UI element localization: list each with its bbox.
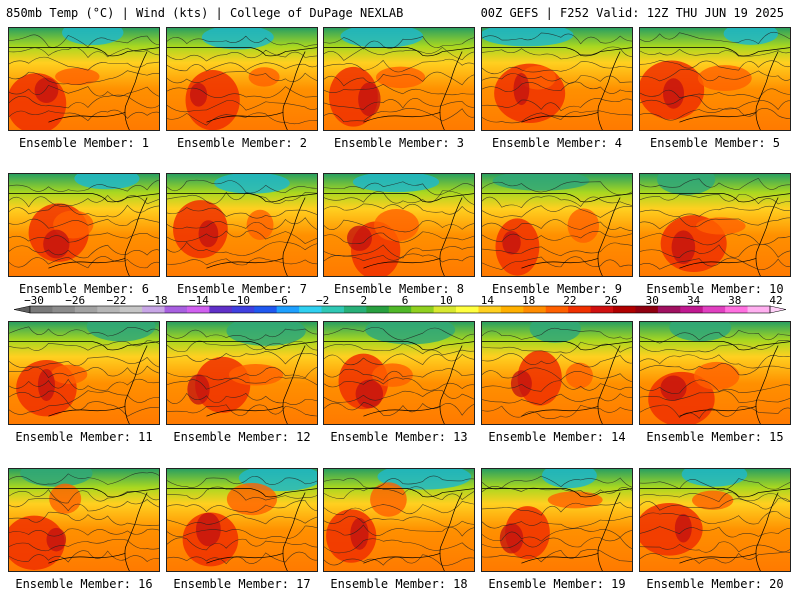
colorbar-tick-label: −18 — [148, 296, 168, 307]
ensemble-member-map — [639, 173, 791, 277]
colorbar-swatch — [568, 306, 591, 313]
colorbar-swatch — [164, 306, 188, 313]
ensemble-member-label: Ensemble Member: 6 — [18, 282, 150, 296]
colorbar-right-arrow — [769, 305, 787, 314]
colorbar-swatch — [680, 306, 704, 313]
colorbar-swatch — [299, 306, 322, 313]
ensemble-member-map — [166, 173, 318, 277]
ensemble-member-label: Ensemble Member: 17 — [173, 577, 311, 591]
colorbar-tick-label: 6 — [402, 296, 409, 307]
colorbar-tick-label: 38 — [728, 296, 741, 307]
ensemble-member-map — [639, 27, 791, 131]
ensemble-member-label: Ensemble Member: 2 — [176, 136, 308, 150]
ensemble-member-map — [639, 468, 791, 572]
colorbar-tick-label: −14 — [189, 296, 209, 307]
colorbar-swatch — [702, 306, 726, 313]
ensemble-member-map — [323, 321, 475, 425]
ensemble-member-label: Ensemble Member: 14 — [488, 430, 626, 444]
ensemble-member-map — [166, 27, 318, 131]
colorbar-left-arrow — [13, 305, 31, 314]
ensemble-member-label: Ensemble Member: 19 — [488, 577, 626, 591]
colorbar-swatch — [725, 306, 748, 313]
colorbar-swatch — [411, 306, 435, 313]
ensemble-member-map — [323, 27, 475, 131]
page-title: 850mb Temp (°C) | Wind (kts) | College o… — [6, 6, 404, 20]
colorbar-swatch — [343, 306, 367, 313]
colorbar-tick-label: 26 — [604, 296, 617, 307]
ensemble-member-label: Ensemble Member: 8 — [333, 282, 465, 296]
colorbar-tick-label: 18 — [522, 296, 535, 307]
ensemble-member-map — [8, 468, 160, 572]
colorbar-swatch — [478, 306, 502, 313]
ensemble-member-label: Ensemble Member: 5 — [649, 136, 781, 150]
ensemble-member-label: Ensemble Member: 4 — [491, 136, 623, 150]
colorbar-swatch — [254, 306, 278, 313]
colorbar-swatch — [231, 306, 255, 313]
colorbar-swatch — [388, 306, 412, 313]
ensemble-member-label: Ensemble Member: 7 — [176, 282, 308, 296]
ensemble-member-label: Ensemble Member: 15 — [646, 430, 784, 444]
colorbar-tick-label: −10 — [230, 296, 250, 307]
ensemble-member-label: Ensemble Member: 20 — [646, 577, 784, 591]
colorbar-swatch — [52, 306, 76, 313]
colorbar-tick-label: −26 — [65, 296, 85, 307]
colorbar-tick-label: 34 — [687, 296, 701, 307]
colorbar-tick-label: 2 — [360, 296, 367, 307]
colorbar-swatch — [97, 306, 121, 313]
colorbar-swatch — [613, 306, 636, 313]
ensemble-member-map — [8, 173, 160, 277]
colorbar-tick-label: 30 — [646, 296, 659, 307]
colorbar-swatch — [30, 306, 53, 313]
colorbar-swatch — [657, 306, 681, 313]
ensemble-member-map — [639, 321, 791, 425]
ensemble-member-label: Ensemble Member: 18 — [330, 577, 468, 591]
colorbar-tick-label: −2 — [316, 296, 329, 307]
colorbar-swatch — [500, 306, 524, 313]
colorbar-tick-label: −30 — [24, 296, 44, 307]
ensemble-member-map — [323, 173, 475, 277]
colorbar-swatch — [186, 306, 210, 313]
ensemble-member-label: Ensemble Member: 13 — [330, 430, 468, 444]
colorbar-swatch — [119, 306, 143, 313]
ensemble-member-map — [8, 27, 160, 131]
colorbar-tick-label: 42 — [769, 296, 782, 307]
colorbar-swatch — [321, 306, 345, 313]
ensemble-member-map — [481, 173, 633, 277]
colorbar-tick-label: 22 — [563, 296, 576, 307]
ensemble-member-map — [481, 27, 633, 131]
colorbar-tick-label: 10 — [440, 296, 453, 307]
temperature-colorbar: −30 −26 −22 −18 −14 −10 −6 −2 2 6 10 14 18 22 26 30 34 38… — [13, 296, 787, 314]
colorbar-swatch — [523, 306, 547, 313]
ensemble-member-label: Ensemble Member: 10 — [646, 282, 784, 296]
ensemble-member-map — [481, 468, 633, 572]
ensemble-member-label: Ensemble Member: 16 — [15, 577, 153, 591]
valid-time: 00Z GEFS | F252 Valid: 12Z THU JUN 19 20… — [480, 6, 784, 20]
header: 850mb Temp (°C) | Wind (kts) | College o… — [0, 0, 800, 22]
ensemble-member-label: Ensemble Member: 1 — [18, 136, 150, 150]
colorbar-swatch — [456, 306, 479, 313]
ensemble-member-map — [8, 321, 160, 425]
colorbar-swatch — [545, 306, 569, 313]
colorbar-swatch — [433, 306, 457, 313]
ensemble-member-label: Ensemble Member: 9 — [491, 282, 623, 296]
colorbar-swatch — [747, 306, 771, 313]
ensemble-member-label: Ensemble Member: 3 — [333, 136, 465, 150]
colorbar-swatch — [366, 306, 390, 313]
colorbar-tick-label: 14 — [481, 296, 495, 307]
colorbar-tick-label: −22 — [106, 296, 126, 307]
colorbar-swatch — [276, 306, 300, 313]
colorbar-swatch — [74, 306, 98, 313]
ensemble-member-map — [166, 468, 318, 572]
ensemble-member-map — [166, 321, 318, 425]
colorbar-swatch — [142, 306, 165, 313]
colorbar-swatch — [590, 306, 614, 313]
ensemble-member-label: Ensemble Member: 11 — [15, 430, 153, 444]
ensemble-member-map — [323, 468, 475, 572]
ensemble-member-label: Ensemble Member: 12 — [173, 430, 311, 444]
colorbar-tick-label: −6 — [275, 296, 288, 307]
ensemble-member-map — [481, 321, 633, 425]
colorbar-swatch — [209, 306, 233, 313]
colorbar-swatch — [635, 306, 659, 313]
